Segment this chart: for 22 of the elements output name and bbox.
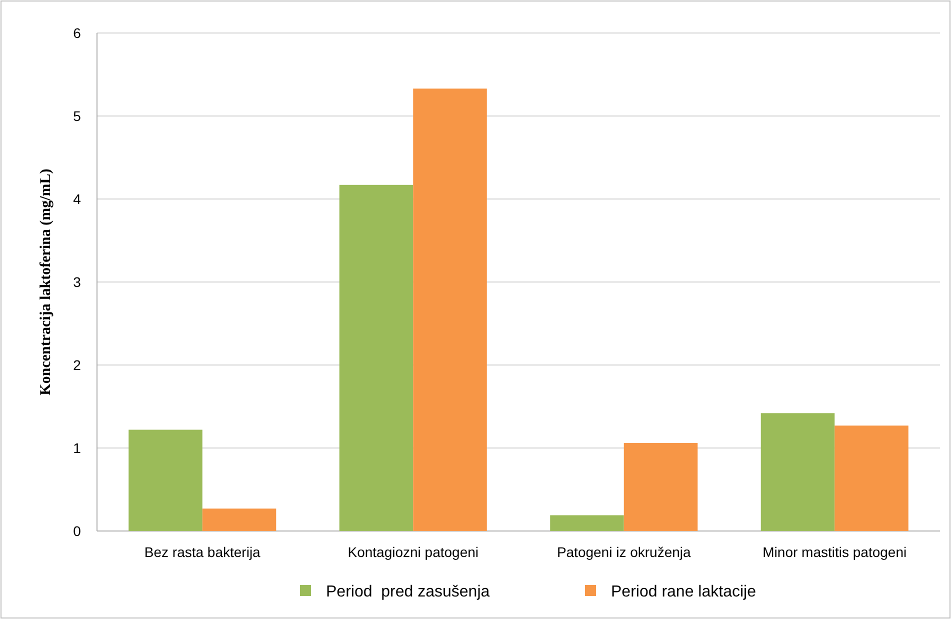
bar (624, 443, 698, 531)
legend-label: Period pred zasušenja (326, 584, 490, 601)
bar (128, 430, 202, 531)
bar (834, 426, 908, 531)
x-tick-label: Patogeni iz okruženja (556, 544, 692, 560)
x-tick-label: Kontagiozni patogeni (348, 544, 479, 560)
bar (413, 88, 487, 531)
y-tick-label: 0 (73, 522, 82, 539)
y-axis-title: Koncentracija laktoferina (mg/mL) (38, 168, 54, 396)
y-tick-label: 6 (73, 24, 82, 41)
legend-label: Period rane laktacije (611, 584, 756, 601)
y-tick-label: 2 (73, 356, 82, 373)
y-tick-label: 4 (73, 190, 82, 207)
y-tick-label: 3 (73, 274, 82, 290)
bar (550, 515, 624, 531)
bar (760, 413, 835, 531)
y-tick-label: 5 (73, 108, 82, 124)
bar (339, 184, 414, 531)
x-tick-label: Minor mastitis patogeni (762, 544, 907, 560)
y-tick-label: 1 (73, 440, 82, 456)
x-tick-label: Bez rasta bakterija (144, 544, 261, 560)
bar (202, 508, 276, 531)
